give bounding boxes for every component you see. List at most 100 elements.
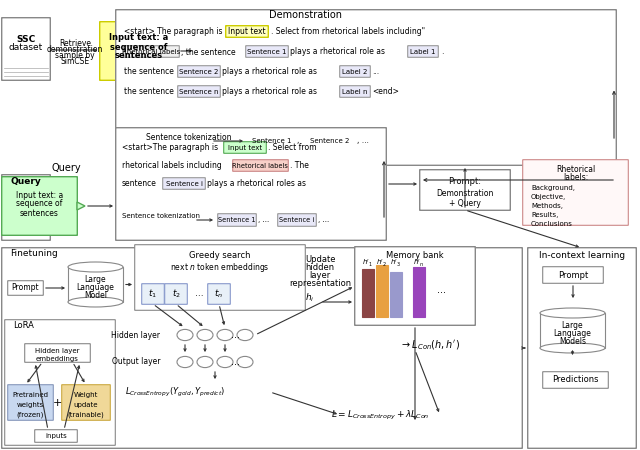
Text: Input text: a: Input text: a (109, 33, 168, 42)
Text: Weight: Weight (74, 392, 98, 398)
Text: (trainable): (trainable) (68, 412, 104, 418)
FancyBboxPatch shape (25, 344, 90, 362)
Text: Hidden layer: Hidden layer (35, 348, 80, 354)
Text: Language: Language (554, 329, 591, 338)
Text: Sentence 2: Sentence 2 (310, 138, 349, 144)
Text: $L_{CrossEntropy}(Y_{gold}, Y_{predict})$: $L_{CrossEntropy}(Y_{gold}, Y_{predict})… (125, 386, 225, 399)
Text: the sentence: the sentence (124, 87, 174, 96)
FancyBboxPatch shape (178, 86, 220, 97)
Bar (413, 267, 425, 317)
Text: embeddings: embeddings (36, 356, 79, 362)
Text: Sentence i: Sentence i (280, 217, 315, 223)
Text: Models: Models (559, 337, 586, 346)
Text: plays a rhetorical role as: plays a rhetorical role as (222, 87, 317, 96)
Text: .: . (441, 48, 444, 57)
Text: Demonstration: Demonstration (269, 10, 342, 20)
Ellipse shape (197, 356, 213, 368)
Bar (376, 265, 388, 317)
FancyBboxPatch shape (408, 46, 438, 57)
Text: . Select from rhetorical labels including": . Select from rhetorical labels includin… (271, 27, 425, 36)
Text: ...: ... (230, 330, 239, 340)
Text: Prompt: Prompt (12, 284, 39, 292)
Text: ...: ... (372, 68, 379, 76)
Text: Greedy search: Greedy search (189, 251, 251, 260)
Text: $t_2$: $t_2$ (172, 288, 180, 300)
Text: ...: ... (195, 289, 204, 298)
Text: $h_i$: $h_i$ (305, 292, 315, 304)
FancyBboxPatch shape (208, 284, 230, 304)
Text: ,: , (297, 136, 299, 145)
Text: Methods,: Methods, (531, 203, 563, 209)
Text: SimCSE: SimCSE (60, 57, 90, 66)
FancyBboxPatch shape (2, 18, 51, 80)
Text: $L = L_{CrossEntropy} + \lambda L_{Con}$: $L = L_{CrossEntropy} + \lambda L_{Con}$ (331, 409, 429, 422)
FancyBboxPatch shape (246, 46, 288, 57)
FancyBboxPatch shape (278, 214, 316, 226)
Text: Input text: Input text (228, 27, 266, 36)
Text: Input text: Input text (228, 145, 262, 151)
Text: Conclusions: Conclusions (531, 221, 573, 227)
Text: Label 1: Label 1 (410, 49, 436, 55)
Text: $h'_3$: $h'_3$ (390, 257, 402, 269)
Text: sentences: sentences (20, 208, 59, 217)
Text: Background,: Background, (531, 185, 575, 191)
Text: Objective,: Objective, (531, 194, 566, 200)
Text: $\rightarrow L_{Con}(h, h')$: $\rightarrow L_{Con}(h, h')$ (400, 338, 460, 352)
Ellipse shape (237, 329, 253, 341)
Text: Sentence 1: Sentence 1 (218, 217, 256, 223)
Text: Sentence tokenization: Sentence tokenization (146, 132, 232, 141)
FancyBboxPatch shape (226, 26, 268, 37)
Text: update: update (74, 402, 99, 408)
Text: Results,: Results, (531, 212, 558, 218)
Text: Rhetorical labels: Rhetorical labels (122, 49, 180, 55)
Bar (540, 313, 605, 348)
FancyBboxPatch shape (116, 10, 616, 165)
Text: In-context learning: In-context learning (539, 252, 625, 261)
Text: + Query: + Query (449, 199, 481, 208)
Text: . Select from: . Select from (268, 144, 317, 153)
Text: $t_1$: $t_1$ (148, 288, 157, 300)
Text: Rhetorical: Rhetorical (556, 165, 595, 174)
Text: Hidden layer: Hidden layer (111, 330, 160, 339)
Ellipse shape (540, 308, 605, 318)
Text: Rhetorical labels: Rhetorical labels (232, 163, 288, 169)
Bar (362, 269, 374, 317)
Text: Sentence 1: Sentence 1 (247, 49, 287, 55)
Text: sample by: sample by (55, 50, 95, 59)
Text: <start>The paragraph is: <start>The paragraph is (122, 144, 218, 153)
Text: Label n: Label n (342, 89, 368, 95)
Text: labels:: labels: (563, 174, 588, 183)
Text: $t_n$: $t_n$ (214, 288, 223, 300)
FancyBboxPatch shape (2, 177, 77, 235)
Text: Sentence i: Sentence i (166, 181, 202, 187)
Text: Pretrained: Pretrained (13, 392, 49, 398)
Ellipse shape (237, 356, 253, 368)
Text: Language: Language (77, 283, 115, 292)
FancyBboxPatch shape (178, 66, 220, 77)
Text: Large: Large (562, 321, 583, 330)
Text: Prompt: Prompt (558, 270, 588, 279)
Text: Model: Model (84, 291, 107, 300)
Text: sequence of: sequence of (110, 42, 168, 51)
FancyBboxPatch shape (134, 245, 305, 310)
FancyBboxPatch shape (523, 160, 628, 225)
FancyBboxPatch shape (116, 128, 387, 240)
FancyBboxPatch shape (340, 66, 371, 77)
FancyBboxPatch shape (528, 248, 636, 448)
Text: Input text: a: Input text: a (16, 190, 63, 199)
FancyBboxPatch shape (141, 284, 164, 304)
FancyBboxPatch shape (164, 284, 188, 304)
Text: dataset: dataset (9, 44, 43, 53)
FancyBboxPatch shape (61, 385, 110, 420)
Text: $h'_n$: $h'_n$ (413, 257, 424, 269)
Polygon shape (133, 80, 141, 88)
Polygon shape (77, 202, 85, 210)
Text: LoRA: LoRA (13, 321, 34, 330)
Ellipse shape (177, 329, 193, 341)
Text: sequence of: sequence of (16, 199, 63, 208)
Text: the sentence: the sentence (124, 68, 174, 76)
FancyBboxPatch shape (163, 178, 205, 189)
FancyBboxPatch shape (340, 86, 371, 97)
FancyBboxPatch shape (4, 320, 115, 446)
Ellipse shape (540, 343, 605, 353)
